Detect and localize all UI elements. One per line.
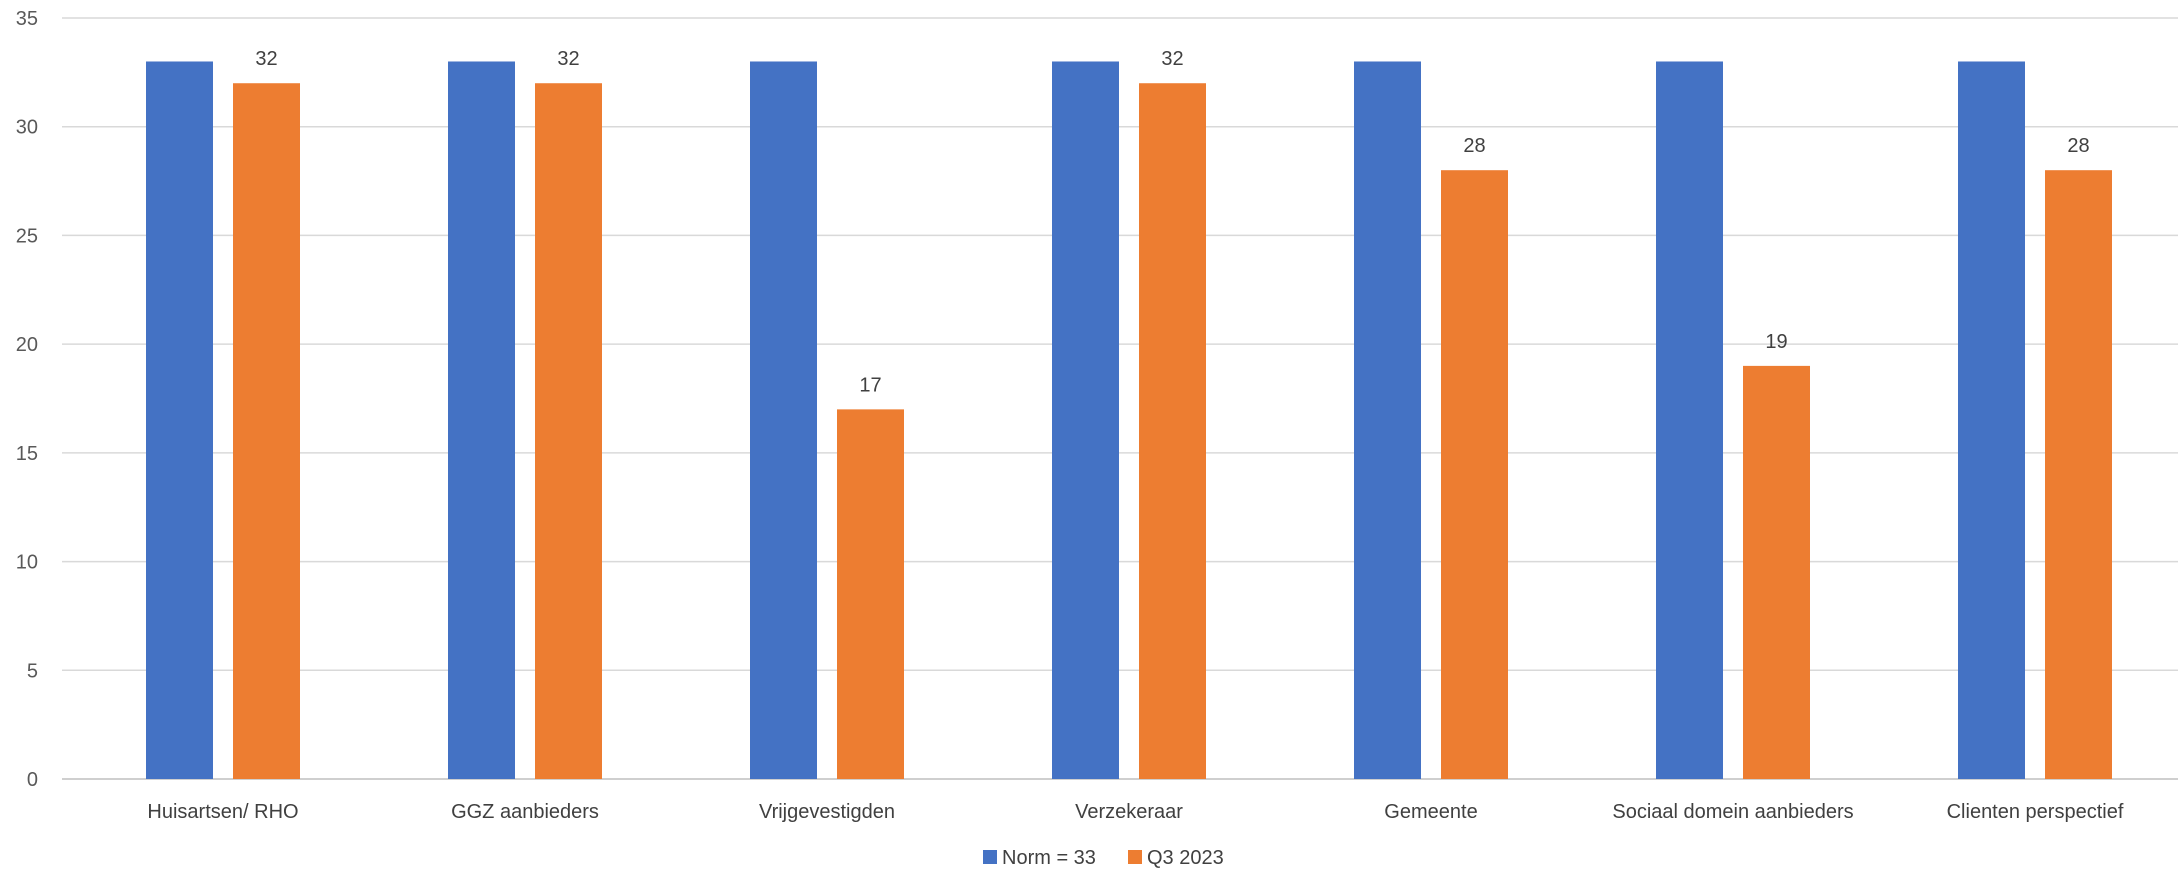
- y-tick-label: 5: [27, 660, 38, 682]
- y-tick-label: 10: [16, 552, 38, 574]
- gridlines: [62, 17, 2178, 780]
- data-label: 32: [255, 48, 277, 70]
- bar-q3-2023: [1743, 365, 1810, 779]
- bar-q3-2023: [1441, 170, 1508, 779]
- y-tick-label: 0: [27, 769, 38, 791]
- data-label: 32: [557, 48, 579, 70]
- y-tick-label: 15: [16, 443, 38, 465]
- legend-swatch: [983, 850, 997, 864]
- x-category-label: Verzekeraar: [1075, 801, 1183, 823]
- bar-norm: [146, 61, 213, 779]
- bar-q3-2023: [233, 83, 300, 779]
- legend-swatch: [1128, 850, 1142, 864]
- bar-q3-2023: [2045, 170, 2112, 779]
- legend: Norm = 33 Q3 2023: [983, 847, 1224, 869]
- legend-label: Q3 2023: [1147, 847, 1224, 869]
- data-label: 28: [1463, 135, 1485, 157]
- bar-norm: [1958, 61, 2025, 779]
- x-category-label: Clienten perspectief: [1947, 801, 2124, 823]
- y-tick-label: 35: [16, 8, 38, 30]
- bar-q3-2023: [535, 83, 602, 779]
- bar-q3-2023: [1139, 83, 1206, 779]
- bar-q3-2023: [837, 409, 904, 779]
- x-axis-category-labels: Huisartsen/ RHO GGZ aanbieders Vrijgevesti…: [147, 801, 2123, 823]
- y-tick-label: 25: [16, 225, 38, 247]
- bar-norm: [1354, 61, 1421, 779]
- bar-norm: [1052, 61, 1119, 779]
- bar-norm: [750, 61, 817, 779]
- data-label: 32: [1161, 48, 1183, 70]
- data-label: 28: [2067, 135, 2089, 157]
- x-category-label: Huisartsen/ RHO: [147, 801, 298, 823]
- x-category-label: Gemeente: [1384, 801, 1477, 823]
- bar-norm: [448, 61, 515, 779]
- x-category-label: GGZ aanbieders: [451, 801, 599, 823]
- data-labels: 32 32 17 32 28 19 28: [255, 48, 2089, 396]
- bar-norm: [1656, 61, 1723, 779]
- bars: [146, 61, 2112, 779]
- x-category-label: Vrijgevestigden: [759, 801, 895, 823]
- y-tick-label: 30: [16, 117, 38, 139]
- y-axis-tick-labels: 0 5 10 15 20 25 30 35: [16, 8, 38, 791]
- legend-label: Norm = 33: [1002, 847, 1096, 869]
- y-tick-label: 20: [16, 334, 38, 356]
- data-label: 19: [1765, 331, 1787, 353]
- x-category-label: Sociaal domein aanbieders: [1612, 801, 1853, 823]
- data-label: 17: [859, 374, 881, 396]
